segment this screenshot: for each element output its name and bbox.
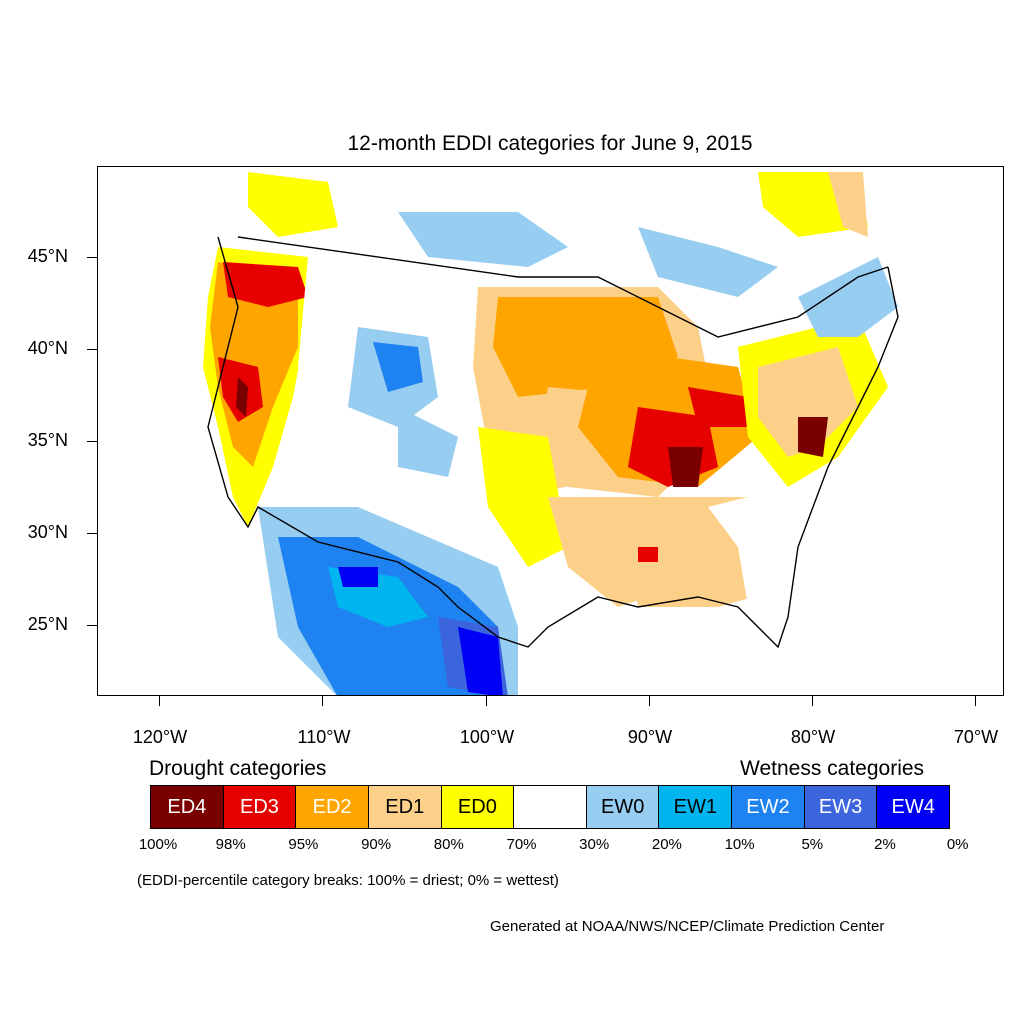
- percentile-label: 98%: [215, 836, 246, 853]
- percentile-label: 100%: [138, 836, 178, 853]
- credit-line: Generated at NOAA/NWS/NCEP/Climate Predi…: [490, 918, 885, 935]
- percentile-label: 0%: [946, 836, 969, 853]
- y-axis-label: 30°N: [27, 522, 68, 542]
- x-tick: [975, 696, 976, 706]
- y-tick: [87, 625, 97, 626]
- legend-swatch: ED4: [151, 786, 224, 828]
- x-tick: [812, 696, 813, 706]
- y-axis-label: 25°N: [27, 614, 68, 634]
- percentile-label: 30%: [579, 836, 610, 853]
- category-note: (EDDI-percentile category breaks: 100% =…: [137, 872, 559, 889]
- y-tick: [87, 533, 97, 534]
- x-axis-label: 80°W: [790, 727, 836, 747]
- legend-swatch: ED1: [368, 786, 442, 828]
- x-tick: [322, 696, 323, 706]
- legend-swatch: EW0: [586, 786, 660, 828]
- eddi-map: [97, 166, 1004, 696]
- x-tick: [486, 696, 487, 706]
- wetness-legend-heading: Wetness categories: [740, 757, 925, 780]
- x-axis-label: 90°W: [627, 727, 673, 747]
- legend-swatch: EW3: [804, 786, 878, 828]
- x-tick: [649, 696, 650, 706]
- legend-swatch: ED3: [223, 786, 297, 828]
- percentile-label: 90%: [361, 836, 392, 853]
- y-tick: [87, 257, 97, 258]
- drought-legend-heading: Drought categories: [149, 757, 327, 780]
- map-canvas: [203, 172, 899, 695]
- legend-swatch: EW4: [877, 786, 950, 828]
- legend-swatch: EW1: [659, 786, 733, 828]
- percentile-label: 5%: [801, 836, 824, 853]
- percentile-label: 80%: [433, 836, 464, 853]
- x-axis-label: 100°W: [459, 727, 515, 747]
- category-regions: [203, 172, 898, 695]
- x-axis-label: 70°W: [953, 727, 999, 747]
- percentile-label: 10%: [724, 836, 755, 853]
- x-axis-label: 110°W: [297, 727, 351, 747]
- percentile-label: 95%: [288, 836, 319, 853]
- y-axis-label: 35°N: [27, 430, 68, 450]
- y-tick: [87, 441, 97, 442]
- percentile-label: 70%: [506, 836, 537, 853]
- percentile-label: 20%: [651, 836, 682, 853]
- legend-swatch: EW2: [732, 786, 805, 828]
- x-tick: [159, 696, 160, 706]
- y-axis-label: 40°N: [27, 338, 68, 358]
- x-axis-label: 120°W: [132, 727, 188, 747]
- legend-swatch: ED0: [441, 786, 515, 828]
- legend-color-bar: ED4 ED3 ED2 ED1 ED0 EW0 EW1 EW2 EW3 EW4: [150, 785, 950, 829]
- legend-swatch: ED2: [296, 786, 369, 828]
- map-title: 12-month EDDI categories for June 9, 201…: [347, 132, 753, 155]
- y-tick: [87, 349, 97, 350]
- legend-swatch: [514, 786, 587, 828]
- country-outlines: [207, 236, 899, 649]
- percentile-label: 2%: [874, 836, 896, 853]
- y-axis-label: 45°N: [27, 246, 68, 266]
